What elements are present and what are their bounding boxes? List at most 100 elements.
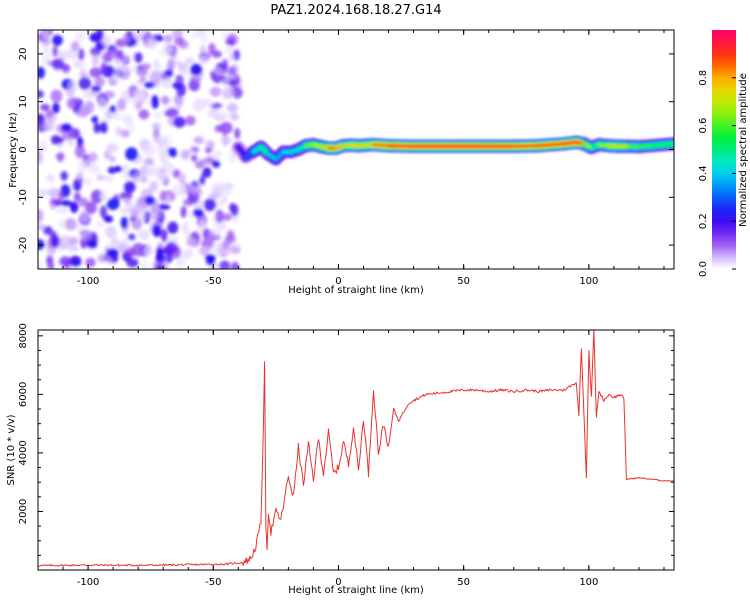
snr-x-tick-label: -100 [77, 577, 100, 588]
snr-y-tick-label: 2000 [18, 499, 29, 524]
noise-blob [173, 116, 186, 128]
noise-blob [38, 188, 50, 197]
noise-blob [185, 237, 196, 247]
noise-blob [97, 97, 107, 112]
noise-blob [209, 86, 222, 97]
snr-y-tick-label: 6000 [18, 382, 29, 407]
noise-blob [203, 198, 217, 212]
noise-blob [58, 48, 71, 57]
noise-blob [121, 238, 130, 252]
noise-blob [139, 76, 147, 83]
noise-blob [78, 197, 89, 207]
noise-blob [49, 198, 62, 205]
noise-blob [59, 235, 72, 250]
spectrogram-y-tick-label: -20 [18, 237, 29, 253]
noise-blob [38, 152, 44, 165]
noise-blob [192, 208, 204, 218]
noise-blob [188, 183, 201, 196]
noise-blob [52, 58, 65, 70]
noise-blob [38, 90, 44, 99]
noise-blob [122, 163, 130, 178]
noise-blob [120, 216, 128, 229]
noise-blob [91, 115, 99, 124]
noise-blob [216, 183, 226, 194]
noise-blob [49, 114, 58, 123]
snr-x-tick-label: 0 [335, 577, 341, 588]
noise-blob [124, 180, 136, 194]
noise-blob [132, 242, 145, 257]
noise-blob [215, 209, 224, 224]
noise-blob [73, 192, 82, 202]
noise-blob [147, 37, 158, 51]
noise-blob [103, 215, 114, 223]
snr-y-ticks: 2000 4000 6000 8000 [18, 323, 674, 556]
noise-blob [227, 79, 240, 87]
snr-y-tick-label: 8000 [18, 323, 29, 348]
noise-blob [111, 253, 119, 263]
colorbar-tick-label: 0.8 [698, 70, 709, 86]
noise-blob [52, 34, 63, 46]
noise-blob [91, 53, 99, 68]
figure-title: PAZ1.2024.168.18.27.G14 [270, 3, 441, 18]
noise-blob [50, 89, 63, 103]
noise-blob [144, 195, 155, 205]
noise-blob [40, 46, 49, 54]
noise-blob [210, 70, 218, 80]
noise-blob [199, 219, 206, 232]
snr-y-tick-label: 4000 [18, 440, 29, 465]
noise-blob [123, 174, 132, 181]
noise-blob [100, 62, 108, 74]
noise-blob [153, 111, 162, 120]
noise-blob [120, 207, 129, 215]
colorbar-tick-label: 0.0 [698, 261, 709, 277]
noise-blob [116, 98, 127, 111]
noise-blob [41, 137, 48, 145]
noise-blob [159, 151, 169, 165]
noise-blob [171, 184, 183, 196]
noise-blob [133, 87, 146, 102]
noise-blob [175, 74, 184, 85]
noise-blob [122, 198, 134, 206]
colorbar-label: Normalized spectral amplitude [738, 73, 749, 227]
ridge-segment [236, 145, 248, 159]
noise-blob [110, 237, 120, 249]
spectrogram-x-tick-label: -100 [77, 276, 100, 287]
noise-blob [206, 108, 218, 118]
noise-blob [106, 198, 120, 211]
colorbar-tick-label: 0.6 [698, 118, 709, 134]
noise-blob [149, 207, 162, 221]
noise-blob [184, 57, 195, 65]
noise-blob [193, 136, 204, 144]
noise-blob [38, 208, 44, 223]
noise-blob [191, 102, 201, 110]
noise-blob [224, 68, 233, 76]
noise-blob [38, 223, 46, 231]
noise-blob [101, 35, 111, 48]
noise-blob [87, 239, 98, 249]
noise-blob [210, 241, 224, 256]
noise-blob [151, 164, 160, 175]
noise-blob [171, 30, 184, 38]
noise-blob [220, 197, 228, 204]
noise-blob [223, 247, 231, 255]
snr-x-ticks: -100 -50 0 50 100 [37, 330, 665, 588]
noise-blob [163, 109, 175, 117]
noise-blob [227, 102, 239, 113]
ridge-segment [274, 150, 285, 161]
noise-blob [52, 45, 59, 58]
noise-blob [231, 86, 243, 99]
noise-blob [222, 213, 232, 222]
noise-blob [156, 141, 169, 155]
noise-blob [91, 85, 101, 92]
ridge-segment [597, 143, 611, 148]
noise-blob [134, 52, 143, 63]
noise-blob [38, 66, 45, 79]
snr-series-line [38, 330, 674, 567]
noise-blob [54, 136, 65, 144]
colorbar-tick-label: 0.2 [698, 213, 709, 229]
noise-blob [106, 143, 119, 153]
noise-blob [105, 225, 117, 239]
snr-frame [37, 329, 675, 571]
noise-blob [107, 166, 116, 175]
